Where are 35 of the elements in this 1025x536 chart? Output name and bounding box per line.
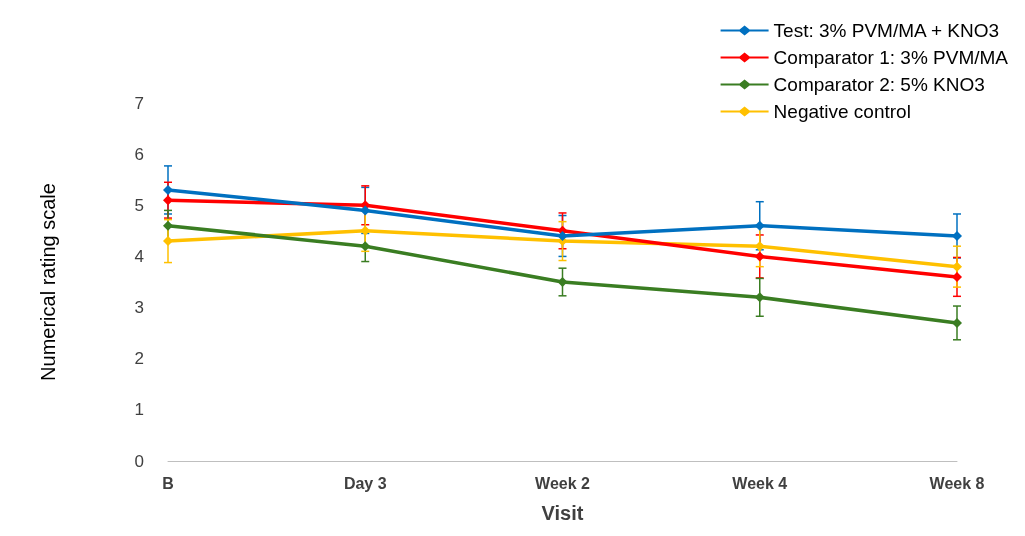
x-tick-label: B: [162, 474, 174, 492]
y-tick-label: 1: [134, 400, 144, 420]
y-tick-label: 3: [134, 298, 144, 318]
point: [952, 261, 962, 272]
y-tick-label: 6: [134, 144, 144, 164]
point: [952, 271, 962, 282]
x-tick-label: Week 4: [732, 474, 788, 492]
point: [360, 241, 371, 252]
legend-label: Negative control: [773, 101, 911, 122]
y-tick-label: 7: [134, 93, 144, 113]
point: [360, 205, 371, 216]
point: [557, 277, 568, 287]
legend-label: Test: 3% PVM/MA + KNO3: [773, 20, 1000, 41]
point: [754, 292, 765, 303]
y-tick-label: 0: [134, 451, 144, 471]
point: [952, 317, 962, 328]
y-axis-title: Numerical rating scale: [37, 183, 59, 381]
legend-label: Comparator 2: 5% KNO3: [773, 74, 985, 95]
point: [754, 220, 765, 231]
point: [163, 195, 173, 206]
x-tick-label: Day 3: [343, 474, 387, 492]
point: [163, 236, 173, 247]
x-axis-title: Visit: [541, 502, 584, 524]
point: [952, 230, 962, 241]
point: [754, 251, 765, 262]
point: [360, 225, 371, 236]
point: [557, 230, 568, 241]
point: [163, 184, 173, 195]
x-tick-label: Week 8: [929, 474, 985, 492]
y-tick-label: 4: [134, 246, 144, 266]
legend-label: Comparator 1: 3% PVM/MA: [773, 47, 1009, 68]
x-tick-label: Week 2: [535, 474, 591, 492]
point: [163, 220, 173, 231]
y-tick-label: 5: [134, 195, 144, 215]
y-tick-label: 2: [134, 349, 144, 369]
